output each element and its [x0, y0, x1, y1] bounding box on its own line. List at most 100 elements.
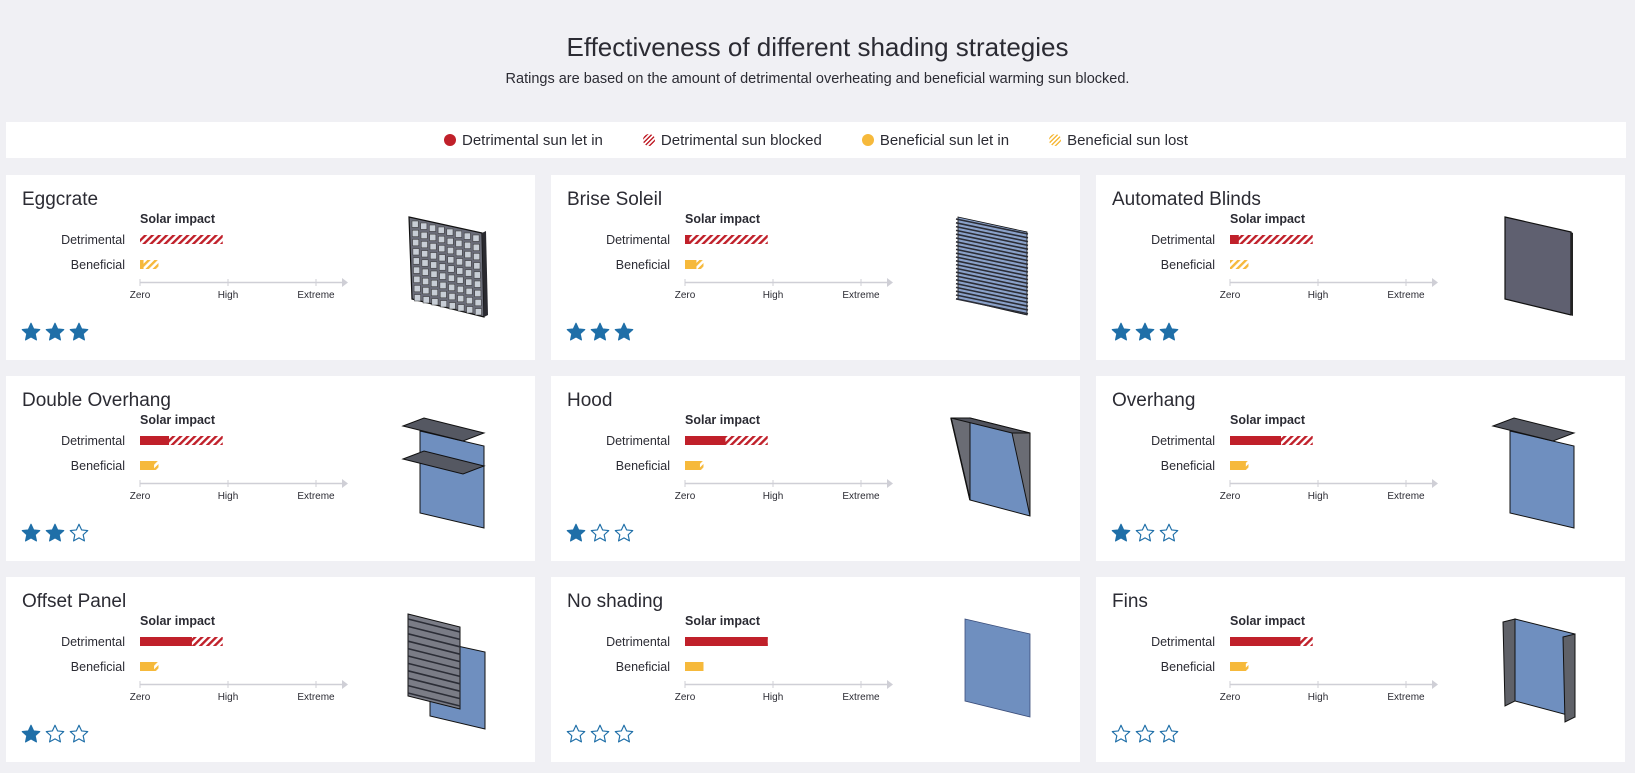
star-filled-icon: [1159, 322, 1179, 341]
row-label-beneficial: Beneficial: [1161, 258, 1215, 272]
strategy-title: Brise Soleil: [567, 189, 663, 210]
double-overhang-icon: [401, 417, 486, 529]
rating-stars: [21, 322, 89, 342]
legend-label: Beneficial sun lost: [1067, 131, 1188, 149]
axis-tick-label: High: [218, 290, 239, 301]
axis-tick-label: High: [218, 692, 239, 703]
bar-detrimental-let-in: [685, 235, 690, 244]
axis-arrow-icon: [887, 680, 893, 689]
strategy-title: Fins: [1112, 591, 1148, 612]
strategy-card: Double Overhang Solar impact Detrimental Be…: [6, 376, 535, 561]
axis-tick-label: High: [763, 491, 784, 502]
axis-arrow-icon: [887, 479, 893, 488]
bar-beneficial-let-in: [1230, 662, 1246, 671]
row-label-beneficial: Beneficial: [71, 660, 125, 674]
bar-detrimental-let-in: [140, 637, 192, 646]
row-label-beneficial: Beneficial: [1161, 459, 1215, 473]
star-empty-icon: [566, 724, 586, 743]
axis-arrow-icon: [342, 479, 348, 488]
axis-arrow-icon: [1432, 278, 1438, 287]
axis-tick-label: Zero: [675, 491, 696, 502]
axis-tick-label: Extreme: [297, 491, 335, 502]
legend-item-detrimental-let-in: Detrimental sun let in: [444, 132, 603, 149]
axis-arrow-icon: [1432, 680, 1438, 689]
axis-arrow-icon: [342, 680, 348, 689]
legend: Detrimental sun let in Detrimental sun b…: [6, 122, 1626, 158]
star-filled-icon: [566, 322, 586, 341]
page-title: Effectiveness of different shading strat…: [566, 32, 1069, 62]
chart-title: Solar impact: [140, 413, 216, 427]
solar-impact-chart: Solar impact Detrimental Beneficial Zero Hig…: [1151, 413, 1438, 502]
axis-tick-label: Extreme: [1387, 290, 1425, 301]
star-filled-icon: [69, 322, 89, 341]
strategy-title: Offset Panel: [22, 591, 127, 612]
star-filled-icon: [21, 724, 41, 743]
axis-tick-label: High: [1308, 290, 1329, 301]
legend-swatch-hatched-red: [642, 134, 655, 146]
axis-tick-label: High: [763, 290, 784, 301]
star-empty-icon: [614, 724, 634, 743]
axis-tick-label: Zero: [675, 692, 696, 703]
automated-blinds-icon: [1504, 216, 1573, 316]
strategy-title: Automated Blinds: [1112, 189, 1261, 210]
legend-swatch-hatched-yellow: [1049, 134, 1062, 146]
star-filled-icon: [590, 322, 610, 341]
bar-detrimental-let-in: [1230, 637, 1301, 646]
bar-beneficial-let-in: [140, 260, 144, 269]
solar-impact-chart: Solar impact Detrimental Beneficial Zero Hig…: [606, 614, 893, 703]
page-subtitle: Ratings are based on the amount of detri…: [505, 71, 1130, 87]
bar-detrimental-let-in: [1230, 436, 1282, 445]
legend-item-detrimental-blocked: Detrimental sun blocked: [642, 132, 822, 149]
row-label-detrimental: Detrimental: [61, 233, 125, 247]
bar-beneficial-lost: [1230, 260, 1249, 269]
chart-title: Solar impact: [685, 614, 761, 628]
bar-beneficial-let-in: [685, 461, 700, 470]
bar-beneficial-let-in: [685, 260, 697, 269]
rating-stars: [1111, 523, 1179, 543]
legend-swatch-solid-yellow: [861, 134, 874, 146]
row-label-detrimental: Detrimental: [61, 635, 125, 649]
bar-beneficial-let-in: [140, 461, 155, 470]
solar-impact-chart: Solar impact Detrimental Beneficial Zero Hig…: [61, 413, 348, 502]
legend-item-beneficial-lost: Beneficial sun lost: [1049, 132, 1188, 149]
axis-tick-label: High: [1308, 491, 1329, 502]
strategy-card: Fins Solar impact Detrimental Beneficial Zer…: [1096, 577, 1625, 762]
row-label-detrimental: Detrimental: [1151, 434, 1215, 448]
row-label-detrimental: Detrimental: [1151, 233, 1215, 247]
row-label-detrimental: Detrimental: [606, 434, 670, 448]
star-empty-icon: [69, 724, 89, 743]
axis-tick-label: Extreme: [1387, 491, 1425, 502]
bar-beneficial-let-in: [140, 662, 155, 671]
axis-arrow-icon: [887, 278, 893, 287]
axis-tick-label: Zero: [130, 290, 151, 301]
axis-tick-label: Zero: [130, 692, 151, 703]
eggcrate-icon: [408, 216, 488, 318]
chart-title: Solar impact: [140, 212, 216, 226]
row-label-beneficial: Beneficial: [616, 660, 670, 674]
row-label-detrimental: Detrimental: [61, 434, 125, 448]
star-empty-icon: [614, 523, 634, 542]
star-empty-icon: [1159, 523, 1179, 542]
strategy-card: No shading Solar impact Detrimental Benefic…: [551, 577, 1080, 762]
axis-tick-label: High: [763, 692, 784, 703]
chart-title: Solar impact: [1230, 212, 1306, 226]
overhang-icon: [1491, 417, 1576, 529]
row-label-detrimental: Detrimental: [606, 233, 670, 247]
row-label-beneficial: Beneficial: [71, 258, 125, 272]
strategy-title: Double Overhang: [22, 390, 171, 411]
row-label-beneficial: Beneficial: [616, 258, 670, 272]
solar-impact-chart: Solar impact Detrimental Beneficial Zero Hig…: [1151, 212, 1438, 301]
axis-tick-label: Zero: [1220, 290, 1241, 301]
chart-title: Solar impact: [685, 212, 761, 226]
rating-stars: [21, 724, 89, 744]
star-empty-icon: [1111, 724, 1131, 743]
strategy-card: Offset Panel Solar impact Detrimental Benef…: [6, 577, 535, 762]
strategy-title: Overhang: [1112, 390, 1196, 411]
star-filled-icon: [45, 523, 65, 542]
chart-title: Solar impact: [1230, 614, 1306, 628]
fins-icon: [1502, 618, 1576, 723]
row-label-beneficial: Beneficial: [1161, 660, 1215, 674]
star-empty-icon: [590, 724, 610, 743]
axis-tick-label: Extreme: [1387, 692, 1425, 703]
star-filled-icon: [614, 322, 634, 341]
